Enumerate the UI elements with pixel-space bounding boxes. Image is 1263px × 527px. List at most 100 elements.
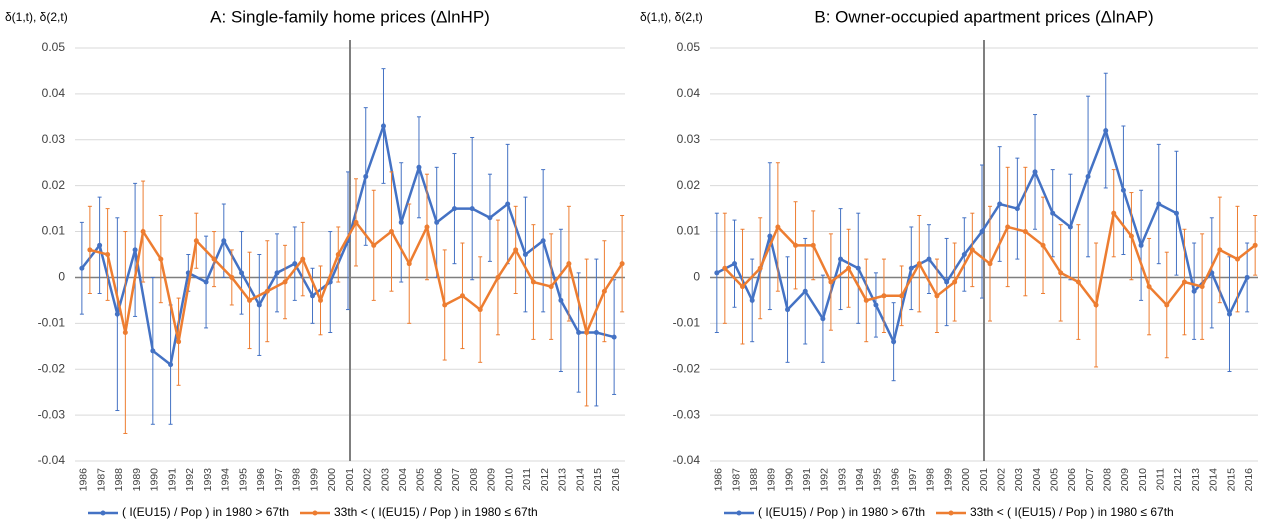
legend-label: ( I(EU15) / Pop ) in 1980 > 67th bbox=[122, 505, 289, 519]
x-tick-label: 2011 bbox=[1155, 468, 1167, 491]
x-tick-label: 2007 bbox=[1084, 468, 1096, 492]
point bbox=[1234, 256, 1240, 262]
y-tick-label: -0.02 bbox=[38, 361, 66, 375]
point bbox=[619, 261, 625, 267]
x-tick-label: 1999 bbox=[942, 468, 954, 492]
x-tick-label: 1988 bbox=[748, 468, 760, 492]
point bbox=[371, 242, 377, 248]
point bbox=[785, 307, 791, 313]
y-tick-label: 0.04 bbox=[42, 86, 66, 100]
x-tick-label: 2016 bbox=[1243, 468, 1255, 492]
y-tick-label: 0.03 bbox=[42, 132, 66, 146]
y-tick-label: 0.05 bbox=[677, 40, 701, 54]
point bbox=[952, 279, 958, 285]
point bbox=[1067, 224, 1073, 230]
x-tick-label: 2014 bbox=[574, 468, 586, 492]
point bbox=[1244, 274, 1250, 280]
point bbox=[1111, 210, 1117, 216]
x-tick-label: 2015 bbox=[1225, 468, 1237, 492]
x-tick-label: 2014 bbox=[1208, 468, 1220, 492]
point bbox=[168, 362, 174, 368]
point bbox=[611, 334, 617, 340]
x-tick-label: 1990 bbox=[149, 468, 161, 492]
point bbox=[757, 265, 763, 271]
chart-title: B: Owner-occupied apartment prices (ΔlnA… bbox=[814, 7, 1153, 26]
point bbox=[1032, 169, 1038, 175]
legend-marker bbox=[948, 510, 954, 516]
point bbox=[1128, 233, 1134, 239]
point bbox=[828, 279, 834, 285]
point bbox=[380, 123, 386, 129]
point bbox=[388, 229, 394, 235]
legend-label: 33th < ( I(EU15) / Pop ) in 1980 ≤ 67th bbox=[334, 505, 538, 519]
y-tick-label: 0.03 bbox=[677, 132, 701, 146]
x-tick-label: 1999 bbox=[308, 468, 320, 492]
point bbox=[838, 256, 844, 262]
point bbox=[1050, 210, 1056, 216]
point bbox=[505, 201, 511, 207]
point bbox=[802, 288, 808, 294]
point bbox=[1252, 242, 1258, 248]
point bbox=[363, 173, 369, 179]
point bbox=[1181, 279, 1187, 285]
point bbox=[740, 284, 746, 290]
point bbox=[749, 297, 755, 303]
point bbox=[566, 261, 572, 267]
x-tick-label: 2005 bbox=[1048, 468, 1060, 492]
point bbox=[810, 242, 816, 248]
point bbox=[934, 293, 940, 299]
point bbox=[987, 261, 993, 267]
point bbox=[513, 247, 519, 253]
point bbox=[793, 242, 799, 248]
point bbox=[1199, 284, 1205, 290]
point bbox=[846, 265, 852, 271]
point bbox=[1156, 201, 1162, 207]
x-tick-label: 2009 bbox=[486, 468, 498, 492]
x-tick-label: 2001 bbox=[978, 468, 990, 492]
x-tick-label: 2010 bbox=[1137, 468, 1149, 492]
point bbox=[969, 247, 975, 253]
point bbox=[891, 339, 897, 345]
y-tick-label: 0.01 bbox=[677, 224, 701, 238]
point bbox=[1093, 302, 1099, 308]
point bbox=[1217, 247, 1223, 253]
point bbox=[229, 274, 235, 280]
point bbox=[1138, 242, 1144, 248]
x-tick-label: 1987 bbox=[95, 468, 107, 492]
x-tick-label: 1986 bbox=[713, 468, 725, 492]
point bbox=[1075, 279, 1081, 285]
y-tick-label: -0.03 bbox=[673, 407, 701, 421]
y-tick-label: 0.02 bbox=[677, 178, 701, 192]
point bbox=[300, 256, 306, 262]
y-tick-label: 0.01 bbox=[42, 224, 66, 238]
point bbox=[601, 288, 607, 294]
point bbox=[558, 297, 564, 303]
x-tick-label: 2001 bbox=[344, 468, 356, 492]
point bbox=[593, 330, 599, 336]
x-tick-label: 2004 bbox=[397, 468, 409, 492]
x-tick-label: 2003 bbox=[1013, 468, 1025, 492]
point bbox=[1120, 187, 1126, 193]
x-tick-label: 2003 bbox=[379, 468, 391, 492]
point bbox=[1022, 229, 1028, 235]
point bbox=[105, 252, 111, 257]
point bbox=[264, 288, 270, 294]
point bbox=[979, 229, 985, 235]
x-tick-label: 1988 bbox=[113, 468, 125, 492]
x-tick-label: 2015 bbox=[592, 468, 604, 492]
x-tick-label: 1993 bbox=[836, 468, 848, 492]
point bbox=[122, 330, 128, 336]
point bbox=[916, 261, 922, 267]
point bbox=[221, 238, 227, 244]
point bbox=[406, 261, 412, 267]
point bbox=[584, 330, 590, 336]
x-tick-label: 1995 bbox=[872, 468, 884, 492]
point bbox=[87, 247, 93, 253]
point bbox=[292, 261, 298, 267]
y-tick-label: 0.05 bbox=[42, 40, 66, 54]
x-tick-label: 1997 bbox=[273, 468, 285, 492]
legend-label: 33th < ( I(EU15) / Pop ) in 1980 ≤ 67th bbox=[970, 505, 1174, 519]
point bbox=[442, 302, 448, 308]
point bbox=[944, 279, 950, 285]
